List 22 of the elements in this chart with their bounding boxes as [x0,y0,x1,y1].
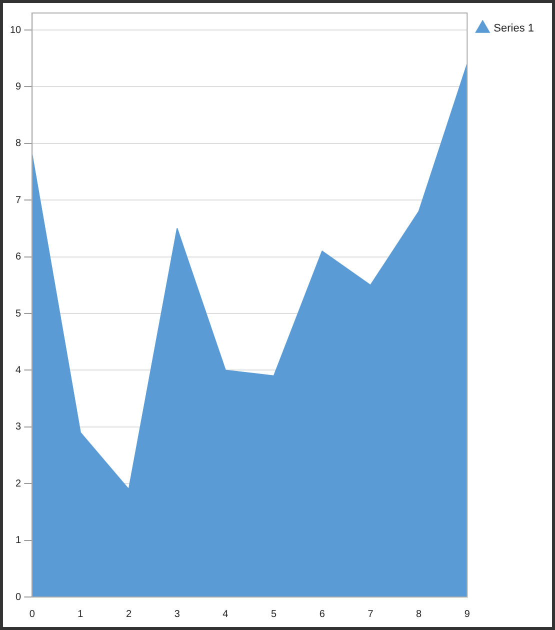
y-tick-label: 0 [16,592,22,603]
y-tick-label: 4 [16,364,22,376]
x-tick-label: 1 [78,608,84,620]
y-tick-label: 8 [16,138,22,150]
x-tick-label: 6 [319,608,326,620]
y-tick-label: 1 [16,535,22,546]
x-tick-label: 7 [368,608,374,620]
y-tick-label: 7 [16,194,22,206]
x-tick-label: 4 [222,608,229,620]
y-tick-label: 3 [16,422,22,433]
x-tick-label: 2 [126,608,132,620]
y-tick-label: 5 [16,308,22,320]
y-tick-label: 9 [16,81,22,92]
legend-label: Series 1 [494,22,534,35]
y-tick-label: 10 [10,24,22,36]
y-tick-label: 2 [16,478,22,490]
y-tick-label: 6 [16,252,22,263]
x-tick-label: 5 [271,608,278,620]
x-tick-label: 3 [174,608,180,620]
x-tick-label: 8 [416,608,422,620]
x-tick-label: 0 [29,608,36,620]
x-tick-label: 9 [464,608,470,620]
